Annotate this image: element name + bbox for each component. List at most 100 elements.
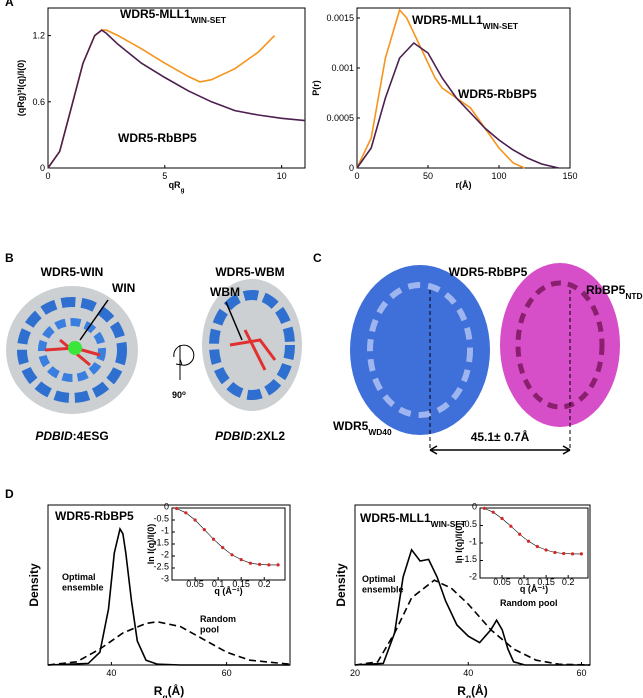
plot-frame <box>354 504 591 666</box>
x-tick-label: 40 <box>463 668 473 678</box>
chart-title: WDR5-RbBP5 <box>55 509 134 523</box>
data-point <box>562 551 566 556</box>
y-axis-label: ln I(q)/I(0) <box>454 523 464 564</box>
y-tick-label: -1.5 <box>461 554 477 564</box>
x-tick-label: 10 <box>277 171 287 181</box>
y-tick-label: 0 <box>472 502 477 512</box>
text-part: WIN-SET <box>191 15 227 25</box>
x-axis-label: q (Å⁻¹) <box>520 584 548 594</box>
y-tick-label: -1.5 <box>153 538 169 548</box>
y-tick-label: -3 <box>161 574 169 584</box>
text-part: o <box>182 390 186 397</box>
x-tick-label: 0.05 <box>493 577 511 587</box>
x-tick-label: 0.1 <box>212 579 225 589</box>
text-part: R <box>154 684 163 698</box>
x-tick-label: 0.15 <box>537 577 555 587</box>
y-tick-label: 0.001 <box>331 63 354 73</box>
x-axis-label: Rg(Å) <box>457 683 487 698</box>
x-tick-label: 0.05 <box>186 579 204 589</box>
data-point <box>491 510 495 514</box>
wdr5-detail <box>367 282 473 418</box>
data-point <box>553 550 557 555</box>
y-tick-label: -2 <box>161 550 169 560</box>
y-tick-label: 0 <box>349 163 354 173</box>
text-part: PDBID <box>215 429 253 443</box>
y-tick-label: -2.5 <box>153 562 169 572</box>
y-tick-label: -1 <box>469 537 477 547</box>
y-tick-label: -1 <box>161 526 169 536</box>
series-line <box>47 620 291 666</box>
structure-title: WDR5-WIN <box>41 265 104 279</box>
rotation-arrow <box>173 344 195 380</box>
x-tick-label: 0 <box>45 171 50 181</box>
data-point <box>184 511 188 515</box>
y-tick-label: 0.0015 <box>326 13 354 23</box>
text-part: PDBID <box>35 429 73 443</box>
data-point <box>239 558 243 562</box>
series-label: WDR5-RbBP5 <box>458 87 537 101</box>
series-line <box>356 8 525 169</box>
y-tick-label: 0 <box>40 163 45 173</box>
y-tick-label: 1.2 <box>32 31 45 41</box>
series-label: WDR5-MLL1WIN-SET <box>412 13 519 31</box>
x-axis-label: q (Å⁻¹) <box>214 586 242 596</box>
x-tick-label: 0.2 <box>562 577 575 587</box>
y-axis-label: (qRg)²I(q)/I(0) <box>16 60 26 116</box>
data-point <box>221 546 225 550</box>
distance-arrow <box>429 445 571 455</box>
rotation-label: 90o <box>172 390 186 401</box>
data-point <box>579 552 583 556</box>
x-tick-label: 60 <box>576 668 586 678</box>
x-tick-label: 20 <box>350 668 360 678</box>
x-tick-label: 40 <box>106 668 116 678</box>
data-point <box>267 563 271 567</box>
x-tick-label: 150 <box>562 171 577 181</box>
text-part: qR <box>169 180 181 190</box>
series-line <box>47 29 306 169</box>
text-line: Optimal <box>362 574 398 584</box>
panel-label: C <box>313 251 322 265</box>
text-part: WD40 <box>368 427 392 437</box>
y-axis-label: P(r) <box>311 80 321 96</box>
series-label: Random pool <box>500 598 558 608</box>
text-part: WIN-SET <box>483 21 519 31</box>
x-tick-label: 0.15 <box>232 579 250 589</box>
text-part: g <box>181 187 185 194</box>
series-line <box>47 29 276 169</box>
rbbp5-detail <box>515 280 605 410</box>
data-point <box>230 553 234 557</box>
text-part: :2XL2 <box>252 429 285 443</box>
data-point <box>175 506 179 511</box>
y-tick-label: -0.5 <box>461 519 477 529</box>
text-line: ensemble <box>62 582 104 592</box>
structure-name: RbBP5NTD <box>586 283 643 301</box>
x-tick-label: 5 <box>162 171 167 181</box>
structure-win <box>6 286 138 414</box>
data-point <box>509 524 513 528</box>
text-line: pool <box>200 624 219 634</box>
x-axis-label: qRg <box>169 180 185 194</box>
text-part: NTD <box>625 291 642 301</box>
text-part: g <box>466 692 471 698</box>
data-point <box>248 561 253 565</box>
text-part: WDR5-MLL1 <box>120 7 191 21</box>
series-line <box>354 548 590 666</box>
y-axis-label: Density <box>27 563 41 607</box>
text-part: RbBP5 <box>586 283 626 297</box>
panel-label: A <box>5 0 14 9</box>
y-tick-label: -0.5 <box>153 514 169 524</box>
structure-wbm <box>202 279 302 411</box>
series-label: Random pool <box>200 614 239 634</box>
text-line: Optimal <box>62 572 98 582</box>
text-part: 90 <box>172 390 182 400</box>
x-tick-label: 60 <box>222 668 232 678</box>
series-label: Optimal ensemble <box>62 572 104 592</box>
text-part: R <box>457 684 466 698</box>
data-point <box>526 539 531 543</box>
pdb-id: PDBID:4ESG <box>35 429 108 443</box>
x-tick-label: 0.1 <box>518 577 531 587</box>
pdb-id: PDBID:2XL2 <box>215 429 285 443</box>
x-tick-label: 100 <box>491 171 506 181</box>
plot-frame <box>47 7 306 169</box>
